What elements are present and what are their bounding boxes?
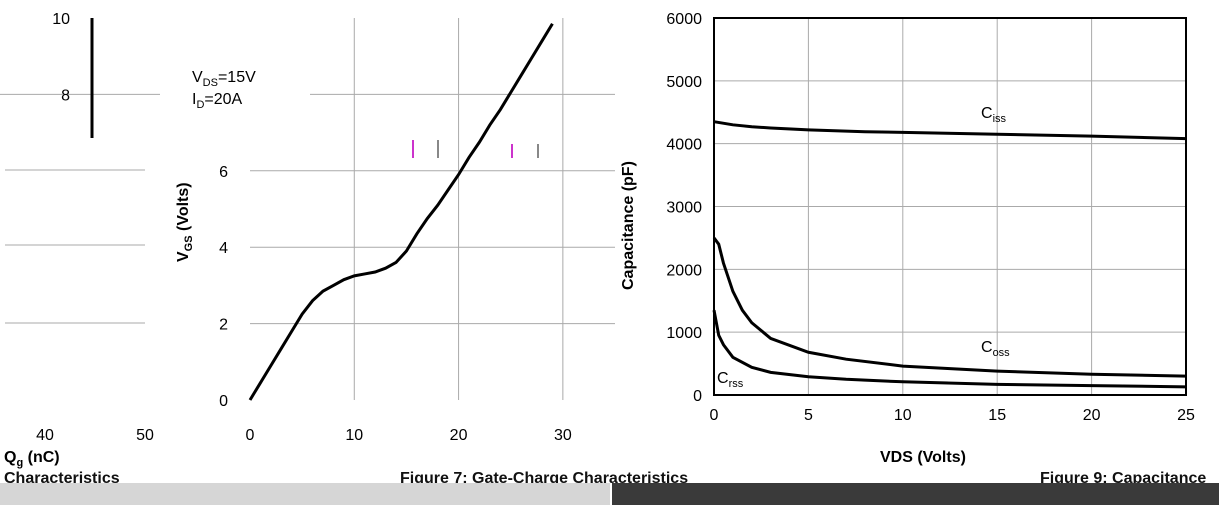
capacitance-grid — [713, 17, 1187, 396]
footer-bar-dark — [612, 483, 1219, 505]
capacitance-chart: 0 1000 2000 3000 4000 5000 6000 0 5 10 15 20 25 Capa… — [620, 11, 1195, 424]
capacitance-y-tick: 2000 — [666, 262, 702, 279]
capacitance-y-tick: 6000 — [666, 11, 702, 28]
capacitance-series-labels: Ciss Coss Crss — [717, 105, 1010, 390]
left-fragment-tick: 40 — [36, 427, 54, 444]
capacitance-series-line — [712, 309, 1187, 389]
capacitance-y-tick: 4000 — [666, 137, 702, 154]
gate-charge-curve — [248, 22, 554, 401]
id-annotation: ID=20A — [192, 91, 243, 111]
capacitance-series-label: Coss — [981, 339, 1010, 359]
footer-bar-light — [0, 483, 610, 505]
capacitance-x-tick: 0 — [710, 407, 719, 424]
gate-charge-series-line — [248, 22, 554, 401]
capacitance-x-tick: 25 — [1177, 407, 1195, 424]
footer-mid-caption: Figure 7: Gate-Charge Characteristics — [400, 470, 689, 487]
footer-right-caption: Figure 9: Capacitance — [1040, 470, 1207, 487]
capacitance-x-tick: 10 — [894, 407, 912, 424]
gate-charge-x-tick: 0 — [246, 427, 255, 444]
capacitance-y-tick: 5000 — [666, 74, 702, 91]
capacitance-series-label: Crss — [717, 370, 744, 390]
capacitance-y-tick: 0 — [693, 388, 702, 405]
qg-axis-label: Qg (nC) — [4, 449, 60, 469]
gate-charge-y-tick: 4 — [219, 240, 228, 257]
capacitance-tick-labels: 0 1000 2000 3000 4000 5000 6000 0 5 10 15 20 25 — [666, 11, 1195, 424]
capacitance-series-line — [712, 237, 1187, 378]
gate-charge-chart: 0 2 4 6 8 10 0 10 20 30 VDS=15V ID=20A VGS (Volts… — [0, 11, 615, 444]
gate-charge-grid — [0, 18, 615, 400]
gate-charge-y-axis-label: VGS (Volts) — [175, 182, 195, 262]
left-fragment-tick: 50 — [136, 427, 154, 444]
gate-charge-y-tick: 2 — [219, 317, 228, 334]
capacitance-x-tick: 20 — [1083, 407, 1101, 424]
capacitance-y-axis-label: Capacitance (pF) — [620, 161, 637, 290]
capacitance-y-tick: 1000 — [666, 325, 702, 342]
vds-annotation: VDS=15V — [192, 69, 256, 89]
gate-charge-y-tick: 10 — [52, 11, 70, 28]
capacitance-x-tick: 5 — [804, 407, 813, 424]
gate-charge-y-tick: 6 — [219, 164, 228, 181]
gate-charge-tick-labels: 0 2 4 6 8 10 0 10 20 30 — [52, 11, 572, 444]
capacitance-curves — [712, 120, 1187, 389]
gate-charge-y-tick: 0 — [219, 393, 228, 410]
capacitance-plot-frame — [713, 17, 1187, 396]
crop-mask — [0, 138, 250, 400]
capacitance-series-line — [713, 120, 1187, 141]
annotation-box — [160, 62, 310, 132]
capacitance-x-tick: 15 — [988, 407, 1006, 424]
capacitance-series-label: Ciss — [981, 105, 1007, 125]
footer-left-caption: Characteristics — [4, 470, 120, 487]
capacitance-x-axis-label: VDS (Volts) — [880, 449, 966, 466]
gate-charge-x-tick: 10 — [345, 427, 363, 444]
capacitance-y-tick: 3000 — [666, 200, 702, 217]
gate-charge-x-tick: 30 — [554, 427, 572, 444]
gate-charge-y-tick: 8 — [61, 87, 70, 104]
gate-charge-x-tick: 20 — [450, 427, 468, 444]
